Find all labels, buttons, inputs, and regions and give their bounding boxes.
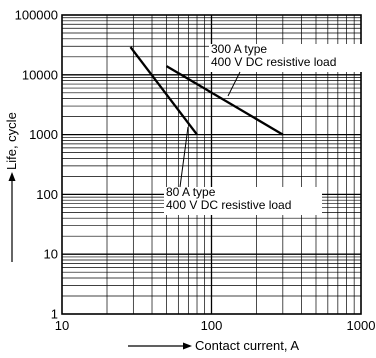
x-tick-label: 1000: [347, 318, 376, 333]
x-tick-label: 100: [201, 318, 223, 333]
series-line-1: [165, 65, 284, 136]
y-axis-arrowhead: [8, 172, 16, 181]
annotation-background: [209, 44, 364, 72]
plot-frame: [61, 14, 362, 315]
annotation-leader-line: [227, 71, 241, 97]
y-axis-title: Life, cycle: [4, 112, 19, 262]
x-axis-arrowhead: [183, 342, 192, 350]
x-axis-title: Contact current, A: [128, 338, 299, 353]
annotation-label: 300 A type: [211, 42, 267, 56]
y-tick-label: 100: [36, 187, 58, 202]
annotation-label: 400 V DC resistive load: [211, 55, 336, 69]
y-axis-label: Life, cycle: [4, 112, 19, 170]
y-tick-label: 10000: [22, 67, 58, 82]
x-axis-label: Contact current, A: [195, 338, 299, 353]
y-tick-label: 1000: [29, 127, 58, 142]
y-tick-label: 100000: [15, 8, 58, 23]
y-tick-label: 10: [44, 247, 58, 262]
annotation-label: 80 A type: [166, 185, 216, 199]
y-tick-label: 1: [51, 307, 58, 322]
series-lines: [129, 46, 284, 136]
annotation-leader-line: [179, 126, 189, 188]
x-tick-label: 10: [55, 318, 69, 333]
annotation-label: 400 V DC resistive load: [166, 198, 291, 212]
annotation-background: [164, 187, 322, 215]
series-line-0: [129, 46, 198, 136]
